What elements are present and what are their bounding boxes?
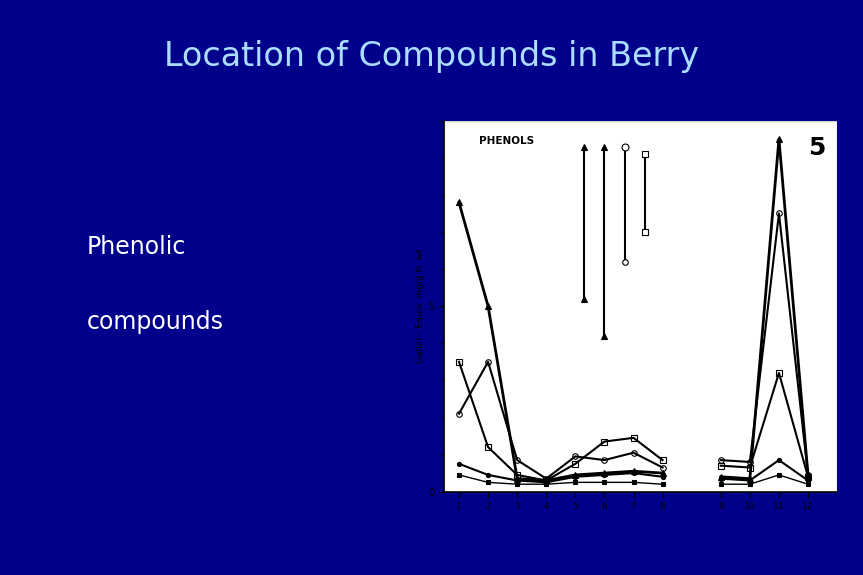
Y-axis label: Gallate Equiv. mg/g fr. wt: Gallate Equiv. mg/g fr. wt <box>416 249 425 363</box>
Text: Phenolic: Phenolic <box>86 235 186 259</box>
Text: compounds: compounds <box>86 310 224 334</box>
Text: 5: 5 <box>808 136 826 160</box>
Bar <box>683 121 706 492</box>
Text: Location of Compounds in Berry: Location of Compounds in Berry <box>164 40 699 73</box>
Text: PHENOLS: PHENOLS <box>479 136 534 145</box>
